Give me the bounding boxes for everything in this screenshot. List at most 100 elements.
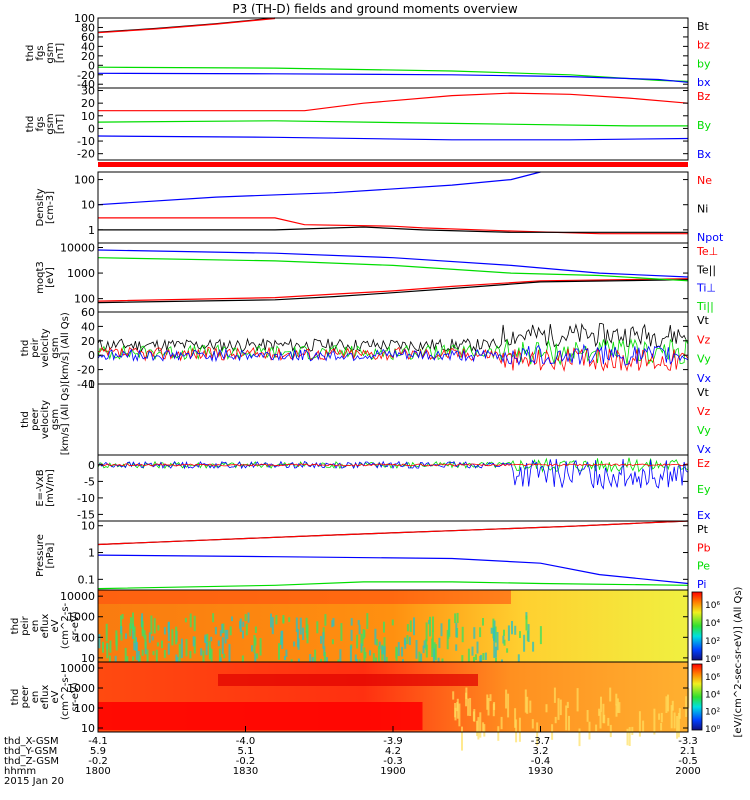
spectrogram-cell xyxy=(415,640,418,659)
spectrogram-cell xyxy=(452,691,455,700)
legend-label: by xyxy=(697,57,711,70)
spectrogram-cell xyxy=(180,638,183,658)
spectrogram-cell xyxy=(486,694,489,710)
spectrogram-cell xyxy=(141,621,144,637)
spectrogram-cell xyxy=(665,696,668,713)
y-axis-label: [nT] xyxy=(55,43,66,63)
spectrogram-cell xyxy=(331,639,334,645)
spectrogram-cell xyxy=(517,654,520,662)
series-line-Ti|| xyxy=(97,257,689,282)
spectrogram-cell xyxy=(349,645,352,663)
spectrogram-cell xyxy=(479,627,482,638)
spectrogram-cell xyxy=(631,726,634,735)
spectrogram-cell xyxy=(454,707,457,721)
spectrogram-cell xyxy=(132,656,135,661)
y-axis-label: peir xyxy=(30,337,41,357)
spectrogram-cell xyxy=(615,704,618,717)
y-tick-label: 100 xyxy=(74,631,95,644)
spectrogram-cell xyxy=(161,640,163,649)
y-axis-label: moqt3 xyxy=(35,261,46,294)
x-row-value: -0.5 xyxy=(678,756,698,767)
legend-label: Vx xyxy=(697,372,712,385)
y-axis-label: gsm xyxy=(50,409,61,430)
spectrogram-cell xyxy=(374,628,377,645)
y-axis-label: fgs xyxy=(35,45,46,60)
legend-label: Pe xyxy=(697,560,710,573)
y-tick-label: 60 xyxy=(81,306,95,319)
spectrogram-cell xyxy=(586,710,589,722)
legend-label: Ti|| xyxy=(696,300,714,313)
y-axis-label: eflux xyxy=(40,614,51,639)
spectrogram-cell xyxy=(618,702,621,713)
spectrogram-cell xyxy=(146,649,149,663)
spectrogram-cell xyxy=(487,698,490,716)
spectrogram-cell xyxy=(228,644,231,663)
x-row-value: 5.9 xyxy=(90,746,106,757)
spectrogram-cell xyxy=(254,653,257,663)
spectrogram-cell xyxy=(332,618,335,627)
x-row-value: -4.0 xyxy=(236,736,256,747)
spectrogram-cell xyxy=(275,615,278,625)
spectrogram-cell xyxy=(221,623,224,634)
spectrogram-cell xyxy=(360,643,363,652)
spectrogram-cell xyxy=(251,645,253,652)
spectrogram-cell xyxy=(354,654,357,661)
spectrogram-cell xyxy=(322,632,325,649)
y-tick-label: 1 xyxy=(88,547,95,560)
spectrogram-cell xyxy=(132,612,134,631)
spectrogram-cell xyxy=(378,641,381,650)
spectrogram-cell xyxy=(219,657,222,662)
spectrogram-cell xyxy=(144,634,147,649)
spectrogram-cell xyxy=(192,636,195,647)
x-row-value: 3.2 xyxy=(533,746,549,757)
spectrogram-cell xyxy=(676,716,679,739)
y-axis-label: peer xyxy=(20,685,31,709)
spectrogram-cell xyxy=(524,689,527,713)
spectrogram-cell xyxy=(431,638,434,657)
y-tick-label: 20 xyxy=(81,97,95,110)
spectrogram-cell xyxy=(502,635,505,644)
spectrogram-cell xyxy=(221,637,224,654)
legend-label: Ti⊥ xyxy=(696,282,716,295)
spectrogram-cell xyxy=(377,646,380,664)
spectrogram-cell xyxy=(178,644,181,663)
spectrogram-cell xyxy=(536,722,539,746)
y-axis-label: sr-eV) xyxy=(70,682,81,711)
spectrogram-cell xyxy=(397,642,400,656)
spectrogram-cell xyxy=(626,728,629,746)
y-tick-label: 60 xyxy=(81,31,95,44)
legend-label: bz xyxy=(697,39,710,52)
spectrogram-cell xyxy=(259,638,262,656)
y-tick-label: 100 xyxy=(74,174,95,187)
x-row-value: 2000 xyxy=(675,766,700,777)
spectrogram-cell xyxy=(109,640,112,653)
colorbar-bar xyxy=(691,663,703,731)
y-axis-label: thd xyxy=(25,45,36,62)
spectrogram-cell xyxy=(210,648,213,669)
y-tick-label: 0 xyxy=(88,59,95,72)
spectrogram-cell xyxy=(285,649,288,657)
spectrogram-cell xyxy=(141,649,144,656)
noise-series-green xyxy=(97,338,689,366)
spectrogram-cell xyxy=(325,657,328,665)
legend-label: Bx xyxy=(697,148,712,161)
spectrogram-cell xyxy=(200,648,203,656)
spectrogram-cell xyxy=(157,625,160,631)
spectrogram-cell xyxy=(254,626,257,633)
spectrogram-cell xyxy=(532,641,535,652)
spectrogram-cell xyxy=(671,700,674,711)
spectrogram-cell xyxy=(299,617,302,635)
legend-label: Vy xyxy=(697,424,711,437)
spectrogram-cell xyxy=(171,629,174,646)
spectrogram-cell xyxy=(526,696,529,714)
spectrogram-cell xyxy=(483,724,486,737)
spectrogram-cell xyxy=(167,622,170,633)
spectrogram-cell xyxy=(214,626,217,635)
spectrogram-cell xyxy=(559,699,562,716)
spectrogram-cell xyxy=(208,641,211,660)
spectrogram-cell xyxy=(514,625,517,635)
spectrogram-cell xyxy=(545,704,548,713)
legend-label: bx xyxy=(697,76,711,89)
spectrogram-cell xyxy=(314,649,317,662)
y-tick-label: -20 xyxy=(77,69,95,82)
